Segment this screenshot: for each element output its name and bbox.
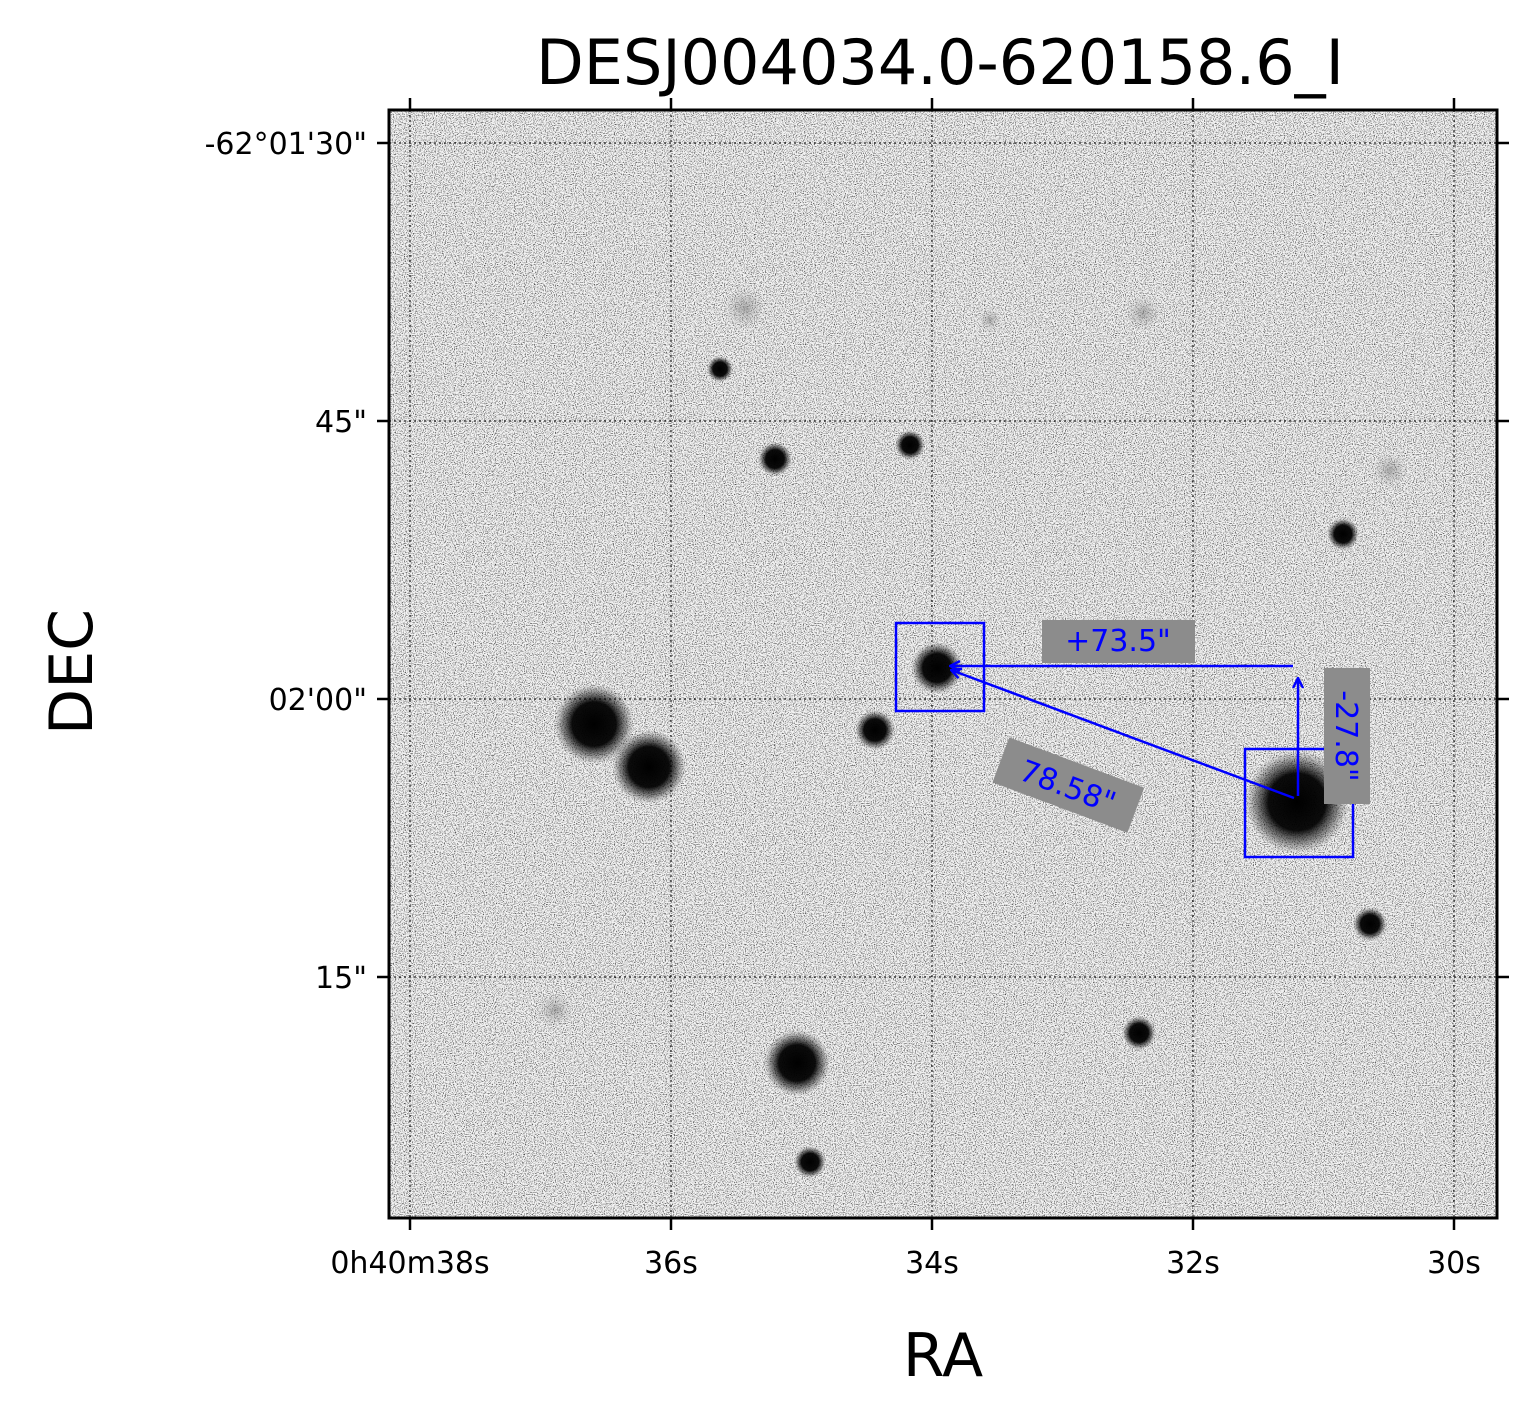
annotation-layer: +73.5" -27.8" 78.58" (894, 620, 1370, 859)
faint-source (723, 286, 767, 330)
faint-source (1372, 452, 1408, 488)
ra-offset-label-bg (1042, 620, 1195, 663)
x-tick-label: 34s (905, 1246, 959, 1281)
y-axis-label: DEC (37, 609, 107, 735)
star (707, 356, 733, 382)
faint-source (978, 308, 1002, 332)
reference-star (1245, 750, 1349, 854)
x-axis-label: RA (903, 1321, 983, 1391)
star (1327, 518, 1359, 550)
star (554, 684, 634, 764)
x-tick-label: 36s (644, 1246, 698, 1281)
y-tick-label: 15" (315, 961, 367, 996)
star (895, 430, 925, 460)
star (612, 730, 686, 804)
y-tick-label: 02'00" (269, 683, 367, 718)
y-tick-labels: -62°01'30" 45" 02'00" 15" (205, 127, 367, 996)
y-tick-label: -62°01'30" (205, 127, 367, 162)
faint-source (537, 992, 573, 1028)
tick-marks (377, 98, 1509, 1230)
target-star (911, 642, 963, 694)
star (794, 1146, 826, 1178)
dec-offset-label-bg (1324, 668, 1370, 804)
separation-arrow (951, 670, 1295, 800)
ra-offset-label: +73.5" (1065, 624, 1171, 659)
star (764, 1030, 830, 1096)
star (1353, 907, 1387, 941)
axes-frame (387, 108, 1499, 1220)
x-tick-label: 32s (1166, 1246, 1220, 1281)
star (855, 710, 895, 750)
sources-layer (537, 286, 1408, 1178)
image-panel: +73.5" -27.8" 78.58" (387, 108, 1499, 1220)
dec-offset-label: -27.8" (1328, 690, 1363, 781)
faint-source (1125, 295, 1161, 331)
x-tick-label: 0h40m38s (330, 1246, 489, 1281)
x-tick-labels: 0h40m38s 36s 34s 32s 30s (330, 1246, 1481, 1281)
x-tick-label: 30s (1427, 1246, 1481, 1281)
star (758, 442, 792, 476)
separation-label-bg (992, 737, 1145, 833)
figure-title: DESJ004034.0-620158.6_I (536, 26, 1344, 99)
y-tick-label: 45" (315, 405, 367, 440)
star (1122, 1016, 1156, 1050)
